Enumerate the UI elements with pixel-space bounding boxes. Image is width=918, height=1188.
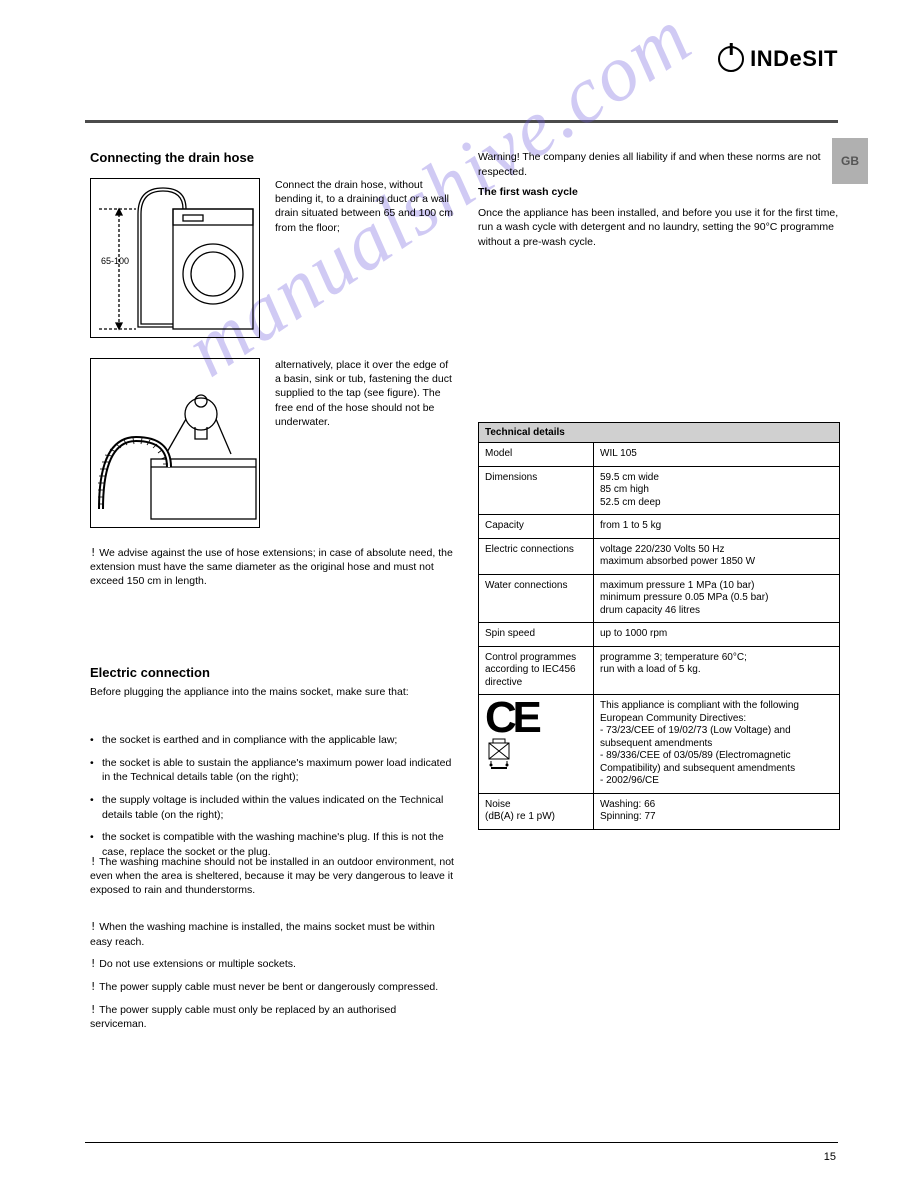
- table-value: This appliance is compliant with the fol…: [594, 695, 840, 794]
- ce-mark-icon: C E: [485, 700, 587, 735]
- table-value: Washing: 66 Spinning: 77: [594, 793, 840, 829]
- drain-paragraph-1: Connect the drain hose, without bending …: [275, 178, 455, 235]
- table-label: Capacity: [479, 515, 594, 539]
- header-rule: [85, 120, 838, 123]
- weee-icon: [485, 735, 513, 769]
- check-earthed: the socket is earthed and in compliance …: [90, 733, 455, 748]
- warning-outdoor: ! The washing machine should not be inst…: [90, 855, 455, 898]
- table-label: C E: [479, 695, 594, 794]
- table-label: Model: [479, 443, 594, 467]
- drain-hose-heading: Connecting the drain hose: [90, 150, 254, 165]
- check-voltage: the supply voltage is included within th…: [90, 793, 455, 822]
- first-wash-heading: The first wash cycle: [478, 185, 840, 200]
- liability-warning: Warning! The company denies all liabilit…: [478, 150, 840, 179]
- page-number: 15: [824, 1151, 836, 1163]
- height-range-label: 65-100: [101, 256, 129, 266]
- table-label: Electric connections: [479, 538, 594, 574]
- table-label: Noise (dB(A) re 1 pW): [479, 793, 594, 829]
- brand-name: INDeSIT: [750, 46, 838, 72]
- electric-checklist: the socket is earthed and in compliance …: [90, 733, 455, 868]
- power-icon: [718, 46, 744, 72]
- electric-connection-heading: Electric connection: [90, 665, 210, 680]
- footer-rule: [85, 1142, 838, 1143]
- drain-height-figure: 65-100: [90, 178, 260, 338]
- drain-paragraph-2: alternatively, place it over the edge of…: [275, 358, 455, 429]
- first-wash-body: Once the appliance has been installed, a…: [478, 206, 840, 250]
- table-header: Technical details: [479, 423, 840, 443]
- table-label: Control programmes according to IEC456 d…: [479, 646, 594, 695]
- electric-intro: Before plugging the appliance into the m…: [90, 685, 455, 699]
- drain-basin-figure: [90, 358, 260, 528]
- table-label: Spin speed: [479, 623, 594, 647]
- table-label: Water connections: [479, 574, 594, 623]
- table-value: programme 3; temperature 60°C; run with …: [594, 646, 840, 695]
- technical-details-table: Technical details ModelWIL 105Dimensions…: [478, 422, 840, 830]
- warning-extension: ! We advise against the use of hose exte…: [90, 546, 455, 589]
- check-power-load: the socket is able to sustain the applia…: [90, 756, 455, 785]
- table-label: Dimensions: [479, 466, 594, 515]
- first-wash-section: The first wash cycle Once the appliance …: [478, 185, 840, 250]
- table-value: from 1 to 5 kg: [594, 515, 840, 539]
- table-value: up to 1000 rpm: [594, 623, 840, 647]
- table-value: 59.5 cm wide 85 cm high 52.5 cm deep: [594, 466, 840, 515]
- warnings-block: ! When the washing machine is installed,…: [90, 920, 455, 1032]
- table-value: voltage 220/230 Volts 50 Hz maximum abso…: [594, 538, 840, 574]
- table-value: maximum pressure 1 MPa (10 bar) minimum …: [594, 574, 840, 623]
- brand-logo: INDeSIT: [718, 46, 838, 72]
- table-value: WIL 105: [594, 443, 840, 467]
